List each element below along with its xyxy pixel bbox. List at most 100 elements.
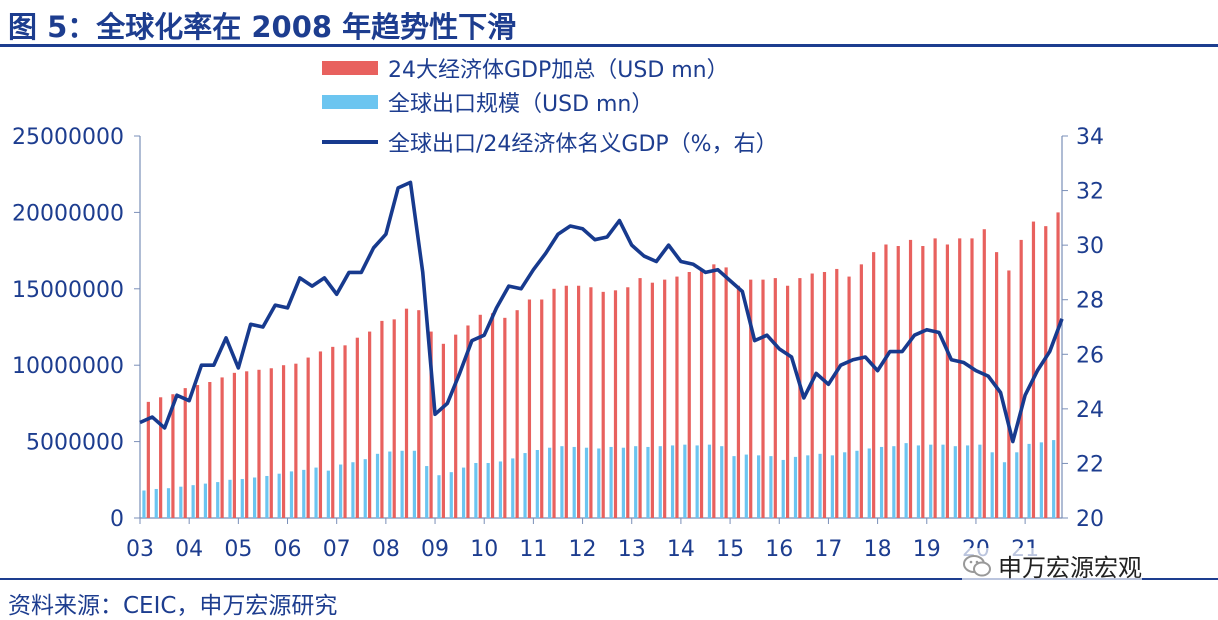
gdp-bar bbox=[663, 279, 667, 518]
gdp-bar bbox=[171, 394, 175, 518]
gdp-bar bbox=[859, 264, 863, 518]
export-bar bbox=[535, 450, 539, 518]
export-bar bbox=[904, 443, 908, 518]
export-bar bbox=[621, 447, 625, 518]
gdp-bar bbox=[294, 363, 298, 518]
gdp-bar bbox=[872, 252, 876, 518]
gdp-bar bbox=[786, 285, 790, 518]
gdp-bar bbox=[687, 271, 691, 518]
right-tick-label: 26 bbox=[1076, 343, 1104, 368]
gdp-bar bbox=[404, 308, 409, 518]
export-bar bbox=[757, 455, 761, 518]
export-bar bbox=[843, 452, 847, 518]
export-bar bbox=[412, 450, 416, 518]
gdp-bar bbox=[552, 288, 556, 518]
gdp-bar bbox=[183, 388, 187, 518]
export-bar bbox=[744, 454, 748, 518]
gdp-bar bbox=[454, 334, 458, 518]
gdp-bar bbox=[761, 279, 765, 518]
export-bar bbox=[314, 467, 318, 518]
export-bar bbox=[400, 450, 404, 518]
export-bar bbox=[1039, 442, 1043, 518]
export-bar bbox=[523, 453, 527, 518]
export-bar bbox=[289, 471, 294, 518]
gdp-bar bbox=[933, 238, 937, 518]
export-bar bbox=[1052, 440, 1056, 518]
gdp-bar bbox=[921, 246, 925, 518]
export-bar bbox=[879, 446, 884, 518]
export-bar bbox=[683, 444, 687, 518]
gdp-bar bbox=[749, 279, 753, 518]
right-tick-label: 22 bbox=[1076, 452, 1104, 477]
gdp-bar bbox=[626, 287, 630, 518]
export-bar bbox=[486, 462, 490, 518]
export-bar bbox=[867, 448, 871, 518]
export-bar bbox=[720, 446, 724, 518]
export-bar bbox=[670, 445, 675, 518]
x-tick-label: 17 bbox=[814, 537, 842, 562]
gdp-bar bbox=[269, 368, 273, 518]
export-bar bbox=[179, 486, 183, 518]
gdp-bar bbox=[478, 314, 482, 518]
watermark-text: 申万宏源宏观 bbox=[998, 554, 1142, 582]
legend-label: 全球出口/24经济体名义GDP（%，右） bbox=[388, 132, 778, 157]
export-bar bbox=[978, 444, 982, 518]
gdp-bar bbox=[466, 325, 470, 518]
legend-label: 24大经济体GDP加总（USD mn） bbox=[388, 58, 729, 83]
export-bar bbox=[474, 462, 478, 518]
gdp-bar bbox=[1019, 239, 1023, 518]
gdp-bar bbox=[540, 299, 544, 518]
x-tick-label: 12 bbox=[569, 537, 597, 562]
x-tick-label: 14 bbox=[667, 537, 695, 562]
export-bar bbox=[695, 445, 699, 518]
export-bar bbox=[609, 446, 613, 518]
export-bar bbox=[707, 444, 712, 518]
x-tick-label: 11 bbox=[519, 537, 547, 562]
export-bar bbox=[265, 475, 269, 518]
gdp-bar bbox=[1031, 221, 1036, 518]
gdp-bar bbox=[773, 278, 777, 518]
right-tick-label: 30 bbox=[1076, 234, 1104, 259]
export-bar bbox=[769, 456, 773, 518]
gdp-bar bbox=[343, 345, 347, 518]
gdp-bar bbox=[232, 372, 236, 518]
export-bar bbox=[252, 477, 257, 518]
gdp-bar bbox=[220, 377, 224, 518]
left-tick-label: 15000000 bbox=[12, 278, 124, 303]
x-tick-label: 07 bbox=[323, 537, 351, 562]
source-divider bbox=[0, 578, 1218, 580]
legend-swatch-gdp bbox=[322, 61, 378, 75]
gdp-bar bbox=[257, 369, 261, 518]
export-bar bbox=[461, 467, 466, 518]
export-bar bbox=[634, 446, 638, 518]
ratio-line bbox=[139, 180, 1064, 444]
export-bar bbox=[953, 446, 957, 518]
export-bar bbox=[449, 472, 453, 518]
x-tick-label: 10 bbox=[470, 537, 498, 562]
export-bar bbox=[597, 448, 601, 518]
export-bar bbox=[375, 453, 380, 518]
right-tick-label: 34 bbox=[1076, 125, 1104, 150]
export-bar bbox=[498, 461, 503, 518]
export-bar bbox=[548, 447, 552, 518]
export-bar bbox=[228, 479, 232, 518]
export-bar bbox=[363, 459, 367, 518]
export-bar bbox=[166, 488, 171, 518]
gdp-bar bbox=[650, 282, 654, 518]
gdp-bar bbox=[1007, 270, 1011, 518]
gdp-bar bbox=[712, 264, 716, 518]
x-tick-label: 03 bbox=[126, 537, 154, 562]
gdp-bar bbox=[675, 276, 679, 518]
right-tick-label: 24 bbox=[1076, 398, 1104, 423]
gdp-bar bbox=[945, 244, 950, 519]
export-bar bbox=[437, 475, 441, 518]
x-tick-label: 05 bbox=[224, 537, 252, 562]
export-bar bbox=[1002, 462, 1007, 518]
export-bar bbox=[339, 464, 343, 518]
gdp-bar bbox=[515, 310, 519, 518]
legend-label: 全球出口规模（USD mn） bbox=[388, 92, 653, 117]
left-tick-label: 10000000 bbox=[12, 354, 124, 379]
left-tick-label: 20000000 bbox=[12, 201, 124, 226]
export-bar bbox=[351, 462, 355, 518]
export-bar bbox=[388, 451, 392, 518]
